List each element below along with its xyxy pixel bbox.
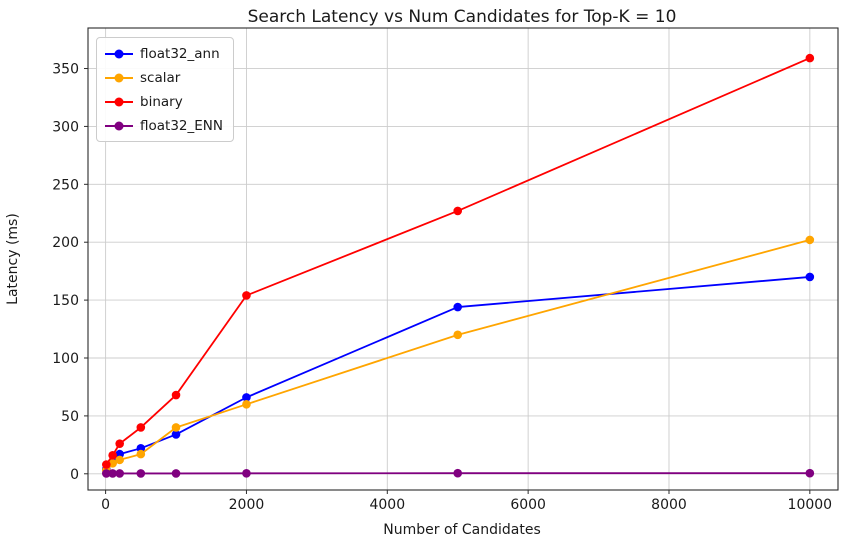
data-point-binary xyxy=(102,460,111,469)
legend-item-binary: binary xyxy=(105,91,223,112)
data-point-scalar xyxy=(136,449,146,459)
legend-line-marker-icon xyxy=(105,121,133,131)
data-point-scalar xyxy=(171,423,181,432)
x-axis-label: Number of Candidates xyxy=(383,522,541,538)
legend-label: float32_ann xyxy=(140,45,220,62)
data-point-binary xyxy=(108,450,117,460)
data-point-binary xyxy=(805,53,815,63)
data-point-binary xyxy=(242,291,251,300)
y-tick-label: 0 xyxy=(70,467,79,483)
y-tick-label: 350 xyxy=(52,62,79,78)
y-tick-label: 150 xyxy=(52,293,79,309)
data-point-binary xyxy=(453,206,463,216)
data-point-scalar xyxy=(805,235,815,245)
data-point-float32_ann xyxy=(242,393,251,402)
data-point-binary xyxy=(171,390,181,400)
series-line-scalar xyxy=(105,239,811,471)
y-axis-label: Latency (ms) xyxy=(5,213,21,305)
axes-spines xyxy=(87,27,839,491)
legend-line-marker-icon xyxy=(105,49,133,59)
y-tick-label: 100 xyxy=(52,351,79,367)
legend-item-float32_ann: float32_ann xyxy=(105,43,223,64)
chart-title: Search Latency vs Num Candidates for Top… xyxy=(247,7,677,27)
legend-item-float32_ENN: float32_ENN xyxy=(105,115,223,136)
data-point-scalar xyxy=(242,400,251,409)
x-tick-label: 0 xyxy=(101,497,110,513)
legend-line-marker-icon xyxy=(105,97,133,107)
data-point-float32_ENN xyxy=(242,469,251,478)
data-point-float32_ENN xyxy=(136,469,146,478)
legend-item-scalar: scalar xyxy=(105,67,223,88)
data-point-float32_ann xyxy=(805,272,815,282)
legend-line-marker-icon xyxy=(105,73,133,83)
data-point-binary xyxy=(115,439,124,448)
data-point-float32_ENN xyxy=(453,468,463,478)
legend-label: scalar xyxy=(140,69,181,86)
legend-label: binary xyxy=(140,93,183,110)
data-point-float32_ann xyxy=(453,302,463,312)
data-point-scalar xyxy=(108,459,117,468)
x-tick-label: 2000 xyxy=(229,497,265,513)
y-tick-label: 250 xyxy=(52,177,79,193)
data-point-binary xyxy=(136,423,146,432)
legend-label: float32_ENN xyxy=(140,117,223,134)
data-point-float32_ENN xyxy=(171,469,181,478)
x-tick-label: 10000 xyxy=(788,497,833,513)
data-point-float32_ann xyxy=(171,430,181,439)
data-point-float32_ENN xyxy=(805,468,815,478)
y-tick-label: 50 xyxy=(61,409,79,425)
data-point-float32_ENN xyxy=(102,469,111,478)
x-tick-label: 8000 xyxy=(651,497,687,513)
x-tick-label: 4000 xyxy=(369,497,405,513)
y-tick-label: 200 xyxy=(52,235,79,251)
data-point-float32_ENN xyxy=(108,469,117,478)
x-tick-label: 6000 xyxy=(510,497,546,513)
y-tick-label: 300 xyxy=(52,119,79,135)
data-point-scalar xyxy=(453,330,463,340)
data-point-scalar xyxy=(115,455,124,465)
data-point-float32_ENN xyxy=(115,469,124,478)
